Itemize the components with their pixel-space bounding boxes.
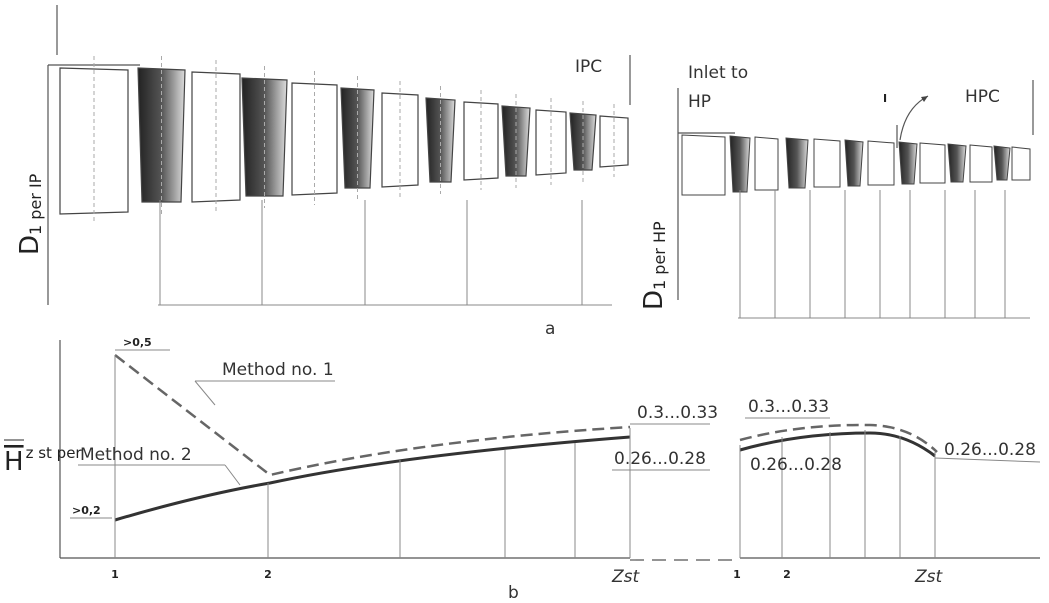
x-label-text: 1: [111, 568, 119, 581]
blade: [993, 145, 1011, 181]
stage-name: HPC: [965, 87, 1000, 107]
x-label-sub: st: [624, 567, 641, 587]
value-note: 0.26...0.28: [750, 455, 842, 475]
inlet-label: HP: [688, 92, 711, 112]
inlet-label: Inlet to: [688, 63, 748, 83]
axis-label-sub: 1 per HP: [650, 221, 669, 290]
x-label-text: 1: [733, 568, 741, 581]
blade: [340, 87, 375, 189]
x-label-text: Z: [611, 567, 624, 587]
x-label: 2: [783, 568, 791, 581]
leader: [224, 464, 241, 486]
caption: b: [508, 583, 519, 603]
blade: [291, 82, 338, 196]
value-note: 0.3...0.33: [637, 403, 718, 423]
x-label: Zst: [611, 567, 641, 587]
arrow: [899, 95, 929, 141]
blade: [501, 105, 531, 177]
axis-label-main: D: [15, 235, 45, 255]
blade: [844, 139, 864, 187]
x-label: Zst: [914, 567, 944, 587]
marker: I: [883, 92, 887, 105]
value-note: >0,5: [123, 336, 152, 349]
value-note: 0.3...0.33: [748, 397, 829, 417]
method2-curve: [114, 435, 631, 522]
axis-label: D1 per HP: [639, 221, 669, 310]
legend: Method no. 1: [222, 360, 334, 380]
axis-label-sub: z st per: [26, 444, 83, 462]
blade: [919, 142, 946, 184]
method1-curve: [114, 354, 631, 477]
shapes: [47, 5, 1041, 561]
blade: [681, 134, 726, 196]
axis-label-main: H: [4, 447, 24, 477]
blade: [729, 135, 751, 193]
value-note: >0,2: [72, 504, 101, 517]
x-labels: 1 2 Zst 1 2 Zst: [111, 567, 943, 587]
blade: [1011, 146, 1031, 181]
caption: a: [545, 319, 555, 339]
x-label-text: Z: [914, 567, 927, 587]
x-label-text: 2: [783, 568, 791, 581]
leader: [194, 380, 216, 406]
arrow-head: [921, 96, 928, 102]
value-note: 0.26...0.28: [614, 449, 706, 469]
x-label-text: 2: [264, 568, 272, 581]
legend: Method no. 2: [80, 445, 192, 465]
blade: [969, 144, 993, 183]
axis-label: D1 per IP: [15, 173, 45, 255]
leader: [934, 457, 1041, 463]
x-label-sub: st: [927, 567, 944, 587]
blade: [813, 138, 841, 188]
blade: [947, 143, 967, 183]
blade: [898, 141, 918, 185]
x-label: 1: [111, 568, 119, 581]
method1-curve: [739, 423, 938, 453]
blade: [425, 97, 456, 183]
axis-label-sub: 1 per IP: [26, 173, 45, 235]
x-label: 1: [733, 568, 741, 581]
blade: [569, 112, 597, 171]
x-label: 2: [264, 568, 272, 581]
blade: [867, 140, 895, 186]
value-note: 0.26...0.28: [944, 440, 1036, 460]
blade: [785, 137, 809, 189]
blade: [754, 136, 779, 191]
stage-name: IPC: [575, 57, 602, 77]
axis-label-main: D: [639, 290, 669, 310]
method2-curve: [739, 431, 936, 458]
